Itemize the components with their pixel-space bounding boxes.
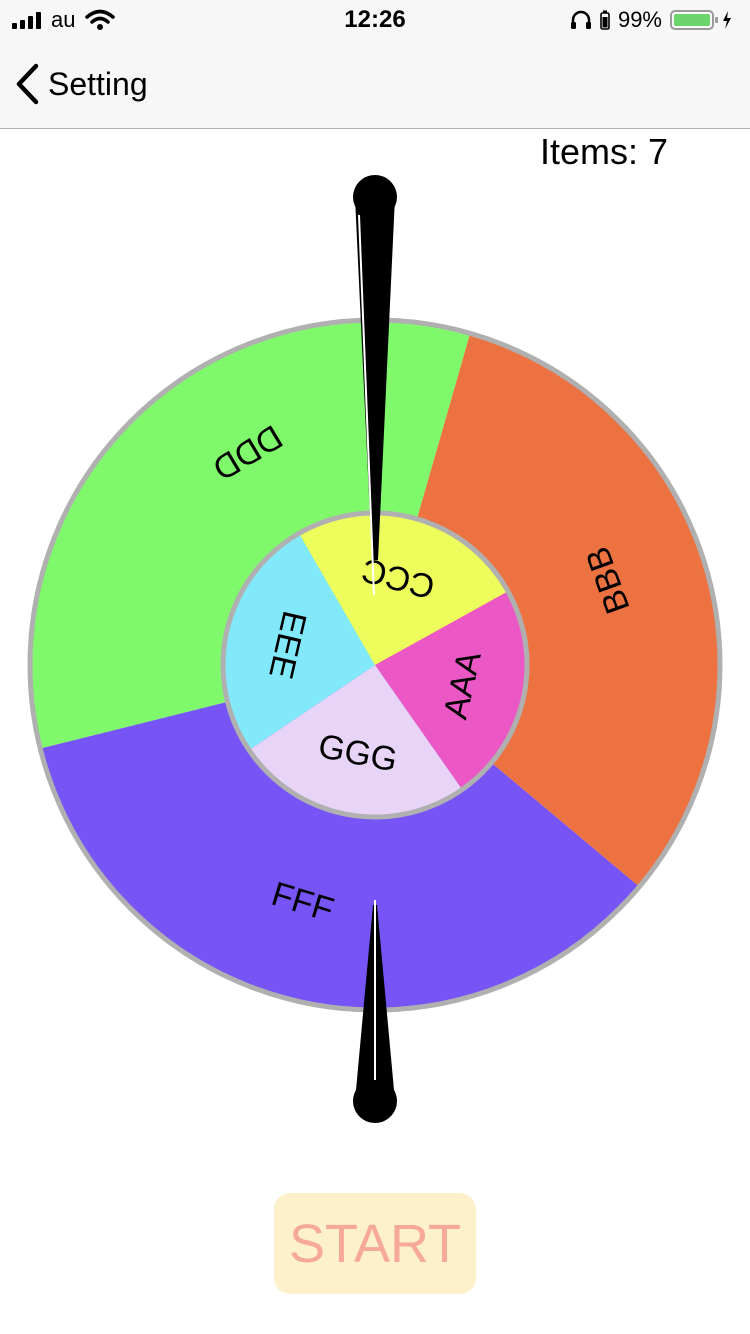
signal-icon <box>12 11 41 29</box>
status-left: au <box>12 6 116 34</box>
chevron-left-icon <box>16 63 39 105</box>
bottom-pointer-icon <box>353 900 397 1123</box>
battery-icon <box>670 10 718 30</box>
battery-fill <box>674 14 710 26</box>
top-pointer-icon <box>353 175 397 596</box>
inner-segment <box>223 533 375 750</box>
inner-segment <box>375 591 527 790</box>
outer-segment <box>40 665 640 1011</box>
charging-icon <box>723 11 731 29</box>
items-count: Items: 7 <box>539 131 668 172</box>
battery-small-icon <box>600 10 610 30</box>
start-button[interactable]: START <box>274 1193 476 1294</box>
inner-segment <box>299 513 508 665</box>
battery-percent: 99% <box>617 7 662 32</box>
back-label: Setting <box>48 65 148 102</box>
status-right: 99% <box>570 6 732 34</box>
battery-nub <box>715 17 718 23</box>
status-time: 12:26 <box>344 6 406 33</box>
status-bar: au 12:26 99% <box>0 0 750 40</box>
carrier-label: au <box>51 7 76 32</box>
inner-segment <box>248 665 463 817</box>
outer-segment <box>375 333 720 887</box>
wifi-icon <box>85 9 116 30</box>
nav-bar: Setting <box>0 40 750 129</box>
back-button[interactable]: Setting <box>14 60 148 108</box>
headphones-icon <box>570 10 591 29</box>
